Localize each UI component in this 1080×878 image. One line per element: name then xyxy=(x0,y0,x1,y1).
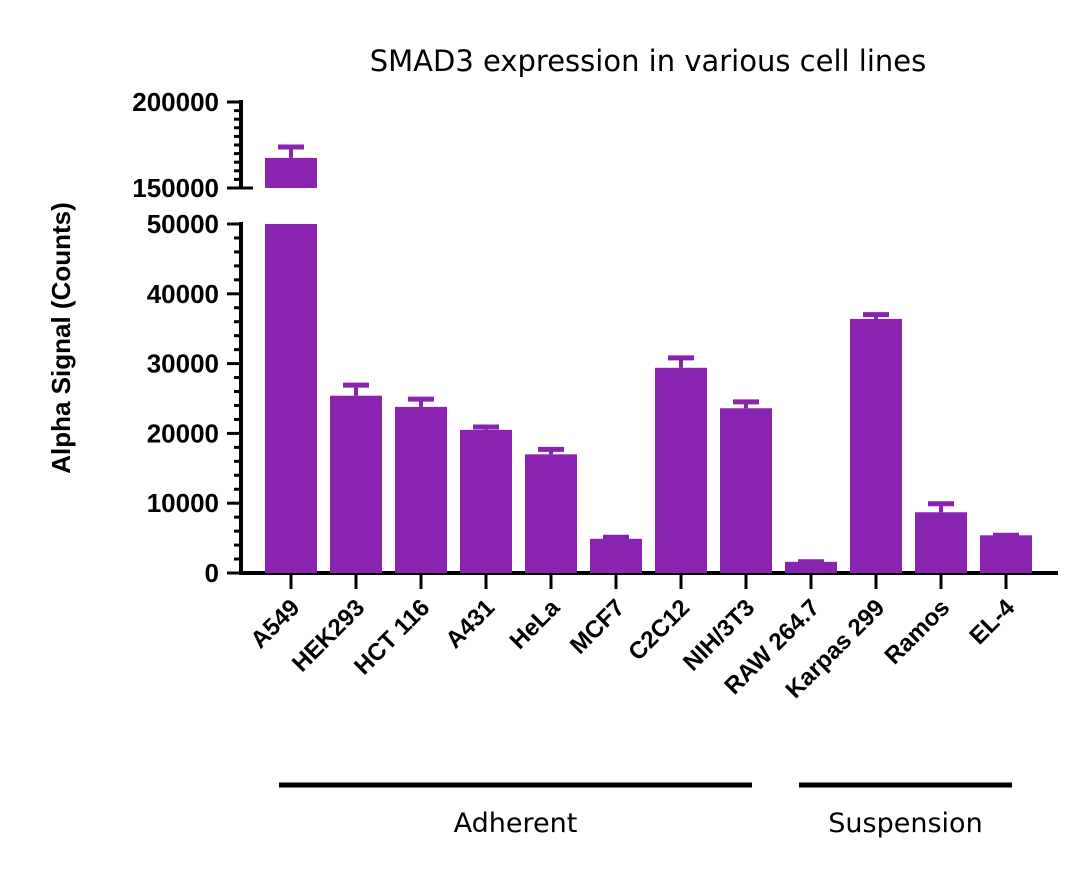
bar xyxy=(785,561,837,573)
bar xyxy=(590,538,642,573)
x-tick-label: Ramos xyxy=(880,594,956,670)
bar xyxy=(330,395,382,573)
y-axis-label: Alpha Signal (Counts) xyxy=(46,202,76,474)
group-label: Suspension xyxy=(828,808,982,839)
x-tick-label: EL-4 xyxy=(964,594,1020,650)
x-tick-label: HeLa xyxy=(505,594,566,655)
x-tick-label: A549 xyxy=(246,594,306,654)
bar xyxy=(395,406,447,573)
x-tick-label: A431 xyxy=(441,594,501,654)
y-tick-label: 30000 xyxy=(147,349,219,379)
y-tick-label: 20000 xyxy=(147,418,219,448)
y-tick-label: 40000 xyxy=(147,279,219,309)
x-tick-label: MCF7 xyxy=(565,594,630,659)
bar xyxy=(850,318,902,573)
y-tick-label: 200000 xyxy=(132,87,219,117)
y-tick-label: 0 xyxy=(205,558,219,588)
chart-title: SMAD3 expression in various cell lines xyxy=(370,44,927,78)
bar xyxy=(265,157,317,188)
bar xyxy=(655,367,707,573)
bar-lower-segment xyxy=(265,224,317,573)
bar xyxy=(915,512,967,573)
bar xyxy=(525,454,577,573)
bar xyxy=(980,535,1032,573)
y-tick-label: 10000 xyxy=(147,488,219,518)
y-tick-label: 150000 xyxy=(132,173,219,203)
bar xyxy=(460,429,512,573)
y-tick-label: 50000 xyxy=(147,209,219,239)
bar xyxy=(720,408,772,573)
group-label: Adherent xyxy=(454,808,578,839)
